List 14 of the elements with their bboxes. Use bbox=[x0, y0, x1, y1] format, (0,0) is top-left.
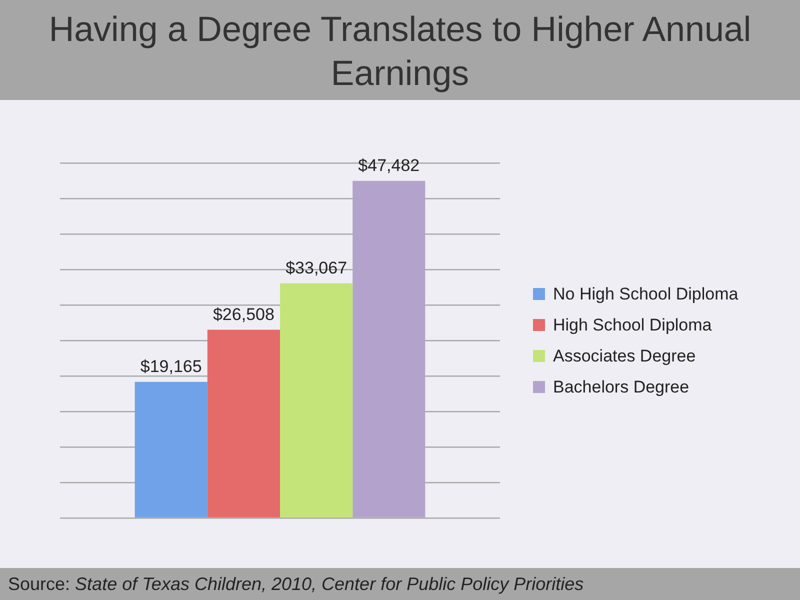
bar bbox=[207, 330, 280, 518]
bar bbox=[280, 283, 353, 518]
legend-label: Bachelors Degree bbox=[553, 378, 690, 397]
legend-label: Associates Degree bbox=[553, 346, 696, 366]
legend-label: No High School Diploma bbox=[553, 284, 739, 304]
chart-title: Having a Degree Translates to Higher Annual Earnings bbox=[48, 9, 752, 95]
bar bbox=[134, 382, 208, 518]
data-label: $33,067 bbox=[286, 258, 348, 278]
data-label: $19,165 bbox=[140, 357, 202, 376]
data-label: $26,508 bbox=[212, 304, 274, 324]
source-note: Source: State of Texas Children, 2010, Center for Public Policy Priorities bbox=[8, 574, 584, 594]
legend-label: High School Diploma bbox=[553, 316, 712, 335]
data-label: $47,482 bbox=[358, 156, 420, 176]
bar bbox=[352, 180, 426, 518]
